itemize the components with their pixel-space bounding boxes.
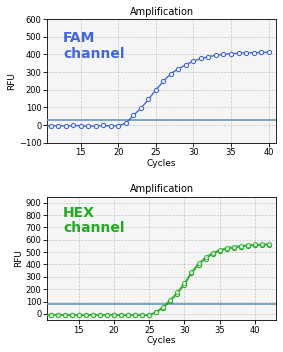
Title: Amplification: Amplification <box>130 184 194 194</box>
Title: Amplification: Amplification <box>130 7 194 17</box>
Y-axis label: RFU: RFU <box>7 72 16 90</box>
Y-axis label: RFU: RFU <box>14 249 23 267</box>
X-axis label: Cycles: Cycles <box>147 336 176 345</box>
Text: FAM
channel: FAM channel <box>63 31 125 61</box>
X-axis label: Cycles: Cycles <box>147 159 176 168</box>
Text: HEX
channel: HEX channel <box>63 206 125 235</box>
